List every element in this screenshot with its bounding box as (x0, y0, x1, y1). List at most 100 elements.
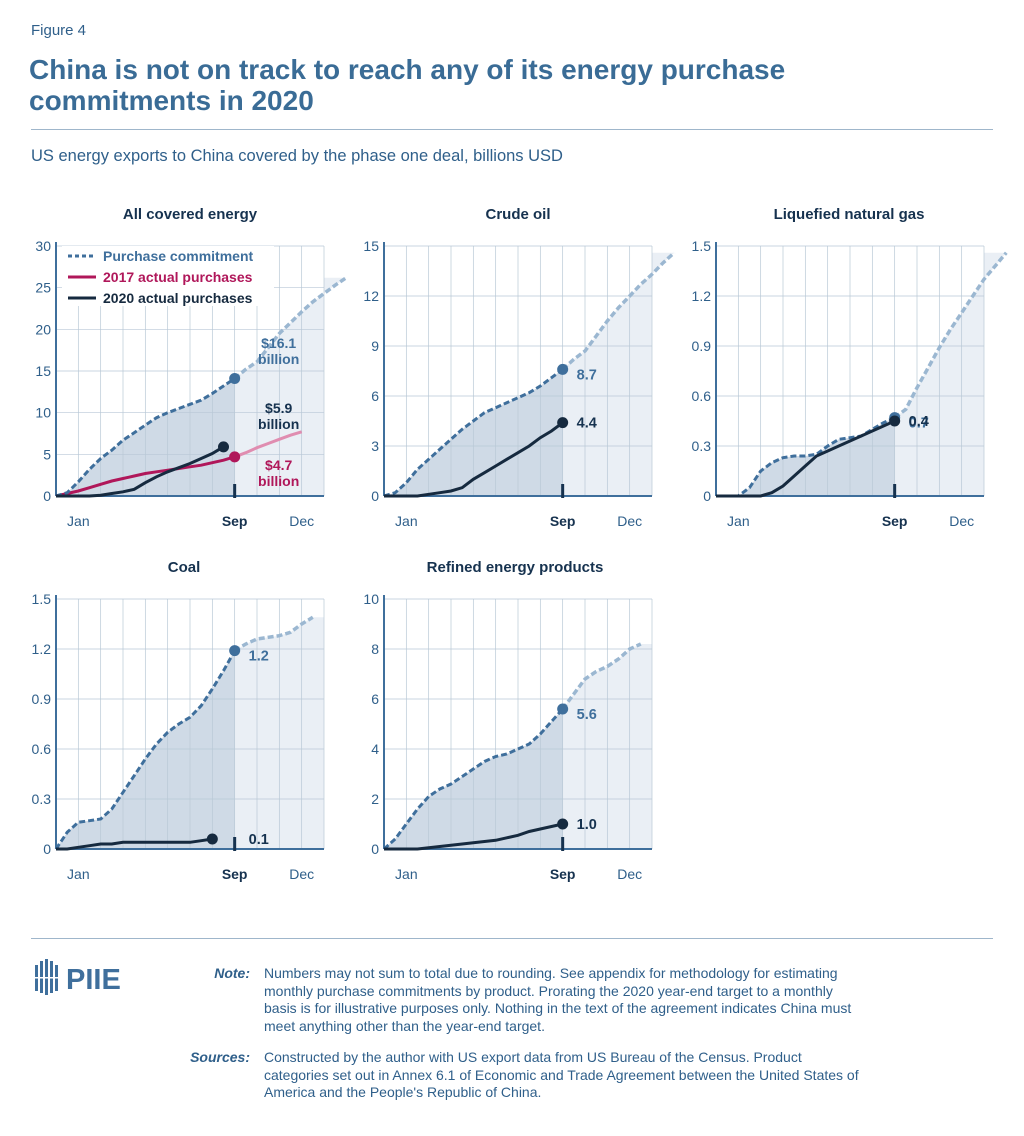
chart-panel-3: Liquefied natural gas 0 0.3 0.6 0.9 1.2 1.5 Jan… (692, 206, 1008, 529)
series-2020-line (384, 421, 564, 498)
actual-2017-end-unit: billion (258, 473, 299, 489)
piie-logo-mark (33, 959, 61, 995)
commitment-area-future (562, 252, 675, 496)
y-tick-label: 0 (43, 841, 51, 857)
note-line: Numbers may not sum to total due to roun… (264, 965, 838, 981)
legend: Purchase commitment 2017 actual purchases… (62, 246, 274, 306)
actual-2020-sep-point (206, 833, 218, 845)
chart-panel-1: All covered energy 0 5 10 15 20 25 30 Jan Sep Dec $… (35, 206, 348, 529)
y-tick-label: 1.2 (692, 288, 712, 304)
x-tick-label-dec: Dec (949, 513, 974, 529)
x-tick-label-jan: Jan (727, 513, 750, 529)
x-tick-label-jan: Jan (395, 513, 418, 529)
y-tick-label: 4 (371, 741, 379, 757)
y-tick-label: 0.6 (692, 388, 712, 404)
sources-line: America and the People's Republic of Chi… (264, 1084, 542, 1100)
x-tick-label-dec: Dec (289, 866, 314, 882)
commitment-line-future (893, 251, 1008, 420)
series-2017-line (55, 455, 236, 498)
legend-background (62, 246, 274, 306)
x-tick-label-sep: Sep (882, 513, 908, 529)
y-tick-label: 25 (35, 280, 51, 296)
note-line: meet anything other than the year-end ta… (264, 1017, 545, 1034)
y-tick-label: 1.2 (32, 641, 52, 657)
x-tick-label-jan: Jan (67, 866, 90, 882)
y-tick-label: 10 (363, 591, 379, 607)
chart-panel-5: Refined energy products 0 2 4 6 8 10 Jan Sep Dec 5… (363, 559, 653, 882)
y-tick-label: 12 (363, 288, 379, 304)
series-2020-line (56, 445, 225, 498)
commitment-end-label: $16.1 (261, 335, 296, 351)
commitment-end-label: 1.2 (249, 649, 269, 665)
note-label: Note: (214, 965, 250, 981)
actual-2020-sep-point (218, 441, 229, 453)
x-tick-label-sep: Sep (550, 866, 576, 882)
y-tick-label: 3 (371, 438, 379, 454)
figure-title: China is not on track to reach any of it… (29, 54, 786, 116)
y-tick-label: 30 (35, 238, 51, 254)
y-tick-label: 15 (363, 238, 379, 254)
commitment-area-future (894, 252, 1007, 496)
actual-2017-sep-point (229, 451, 241, 463)
y-tick-label: 5 (43, 446, 51, 462)
y-tick-label: 0 (43, 488, 51, 504)
sources-line: Constructed by the author with US export… (264, 1049, 802, 1065)
y-tick-label: 0.9 (32, 691, 52, 707)
commitment-end-label: 8.7 (577, 367, 597, 383)
commitment-line (54, 649, 237, 850)
x-tick-label-dec: Dec (617, 866, 642, 882)
y-tick-label: 6 (371, 691, 379, 707)
commitment-area-future (234, 277, 347, 496)
series-2017-after-sep (234, 430, 303, 459)
x-tick-label-sep: Sep (222, 866, 248, 882)
series-2020-line (56, 837, 213, 851)
commitment-line-future (561, 251, 676, 371)
chart-title: Refined energy products (427, 559, 604, 576)
commitment-sep-point (557, 363, 569, 375)
figure-label: Figure 4 (31, 22, 87, 39)
y-tick-label: 1.5 (692, 238, 712, 254)
chart-panel-2: Crude oil 0 3 6 9 12 15 Jan Sep Dec 8.7 4.4 (363, 206, 676, 529)
commitment-line (383, 707, 564, 851)
chart-title: Crude oil (485, 206, 550, 223)
legend-2020-label: 2020 actual purchases (103, 290, 253, 306)
commitment-line (383, 368, 564, 498)
actual-2020-end-label: $5.9 (265, 400, 292, 416)
y-tick-label: 0.3 (32, 791, 52, 807)
actual-2020-end-label: 0.4 (909, 414, 929, 430)
actual-2020-end-label: 1.0 (577, 817, 597, 833)
sources-line: categories set out in Annex 6.1 of Econo… (264, 1066, 859, 1083)
y-tick-label: 0.3 (692, 438, 712, 454)
x-tick-label-dec: Dec (289, 513, 314, 529)
y-tick-label: 1.5 (32, 591, 52, 607)
y-tick-label: 15 (35, 363, 51, 379)
commitment-end-unit: billion (258, 351, 299, 367)
commitment-line-future (233, 276, 348, 380)
piie-logo-text: PIIE (66, 964, 121, 996)
actual-2017-end-label: $4.7 (265, 457, 292, 473)
chart-title: Liquefied natural gas (774, 206, 925, 223)
actual-2020-sep-point (557, 417, 569, 429)
commitment-line (716, 416, 896, 498)
y-tick-label: 0 (371, 841, 379, 857)
footer-divider (31, 938, 993, 939)
y-tick-label: 0.6 (32, 741, 52, 757)
x-tick-label-jan: Jan (395, 866, 418, 882)
x-tick-label-dec: Dec (617, 513, 642, 529)
title-divider (31, 129, 993, 130)
commitment-sep-point (229, 645, 241, 657)
commitment-end-label: 0.7 (909, 416, 929, 432)
y-tick-label: 0 (371, 488, 379, 504)
chart-panel-4: Coal 0 0.3 0.6 0.9 1.2 1.5 Jan Sep Dec 1.2 0.1 (32, 559, 325, 882)
commitment-line-future (561, 642, 642, 711)
note-line: monthly purchase commitments by product.… (264, 982, 833, 999)
figure-subtitle: US energy exports to China covered by th… (31, 147, 563, 165)
piie-logo: PIIE (33, 959, 121, 996)
actual-2020-sep-point (889, 415, 901, 427)
commitment-end-label: 5.6 (577, 707, 597, 723)
y-tick-label: 8 (371, 641, 379, 657)
x-tick-label-sep: Sep (550, 513, 576, 529)
x-tick-label-sep: Sep (222, 513, 248, 529)
legend-commitment-label: Purchase commitment (103, 248, 253, 264)
